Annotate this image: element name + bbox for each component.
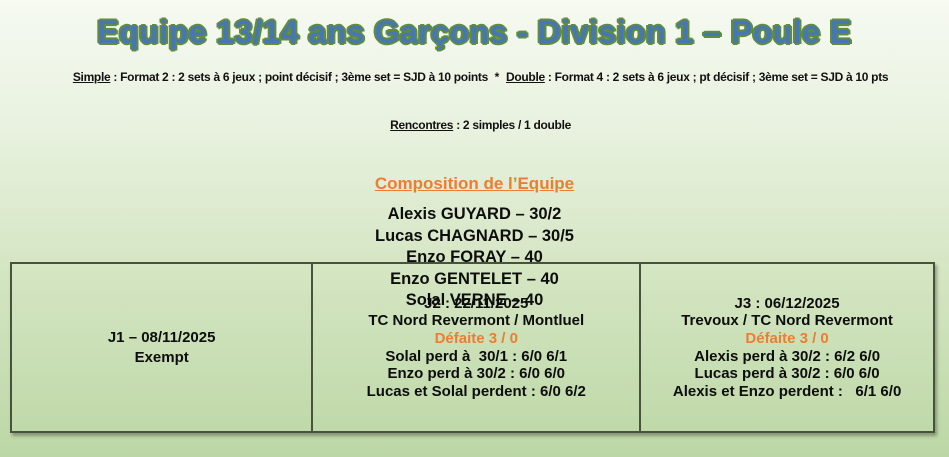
- player-item: Enzo GENTELET – 40: [390, 269, 559, 288]
- page-title: Equipe 13/14 ans Garçons - Division 1 – …: [97, 14, 852, 50]
- match-line: Enzo perd à 30/2 : 6/0 6/0: [387, 365, 566, 383]
- rules-double-text: : Format 4 : 2 sets à 6 jeux ; pt décisi…: [544, 70, 889, 84]
- match-date: J2 : 22/11/2025: [424, 294, 529, 312]
- rules-rencontres-label: Rencontres: [390, 118, 454, 132]
- rules-rencontres-text: : 2 simples / 1 double: [453, 118, 571, 132]
- player-item: Enzo FORAY – 40: [406, 248, 543, 266]
- match-result: Défaite 3 / 0: [434, 329, 518, 347]
- match-fixture: Trevoux / TC Nord Revermont: [681, 312, 893, 330]
- rules-separator: *: [487, 70, 506, 84]
- table-cell-j3: J3 : 06/12/2025 Trevoux / TC Nord Reverm…: [639, 264, 933, 431]
- player-item: Alexis GUYARD – 30/2: [387, 205, 562, 223]
- results-table: J1 – 08/11/2025 Exempt J2 : 22/11/2025 T…: [10, 262, 935, 433]
- match-date: J1 – 08/11/2025: [107, 328, 216, 346]
- match-status: Exempt: [134, 348, 189, 366]
- rules-simple-text: : Format 2 : 2 sets à 6 jeux ; point déc…: [110, 70, 488, 84]
- match-date: J3 : 06/12/2025: [734, 294, 840, 312]
- player-list: Alexis GUYARD – 30/2 Lucas CHAGNARD – 30…: [0, 204, 949, 312]
- match-line: Lucas et Solal perdent : 6/0 6/2: [366, 382, 586, 400]
- match-fixture: TC Nord Revermont / Montluel: [368, 312, 585, 330]
- rules-line-singles-doubles: Simple : Format 2 : 2 sets à 6 jeux ; po…: [0, 53, 949, 101]
- player-item: Solal VERNE – 40: [405, 291, 544, 309]
- rules-double-label: Double: [506, 70, 545, 84]
- rules-line-rencontres: Rencontres : 2 simples / 1 double: [0, 101, 949, 149]
- match-result: Défaite 3 / 0: [745, 329, 829, 347]
- match-line: Alexis perd à 30/2 : 6/2 6/0: [694, 347, 881, 365]
- rules-simple-label: Simple: [72, 70, 111, 84]
- player-item: Lucas CHAGNARD – 30/5: [375, 226, 574, 245]
- composition-heading: Composition de l’Equipe: [374, 174, 575, 193]
- match-line: Lucas perd à 30/2 : 6/0 6/0: [694, 365, 880, 383]
- table-cell-j2: J2 : 22/11/2025 TC Nord Revermont / Mont…: [311, 264, 639, 431]
- match-line: Alexis et Enzo perdent : 6/1 6/0: [672, 382, 902, 400]
- match-line: Solal perd à 30/1 : 6/0 6/1: [385, 347, 568, 365]
- table-cell-j1: J1 – 08/11/2025 Exempt: [12, 264, 311, 431]
